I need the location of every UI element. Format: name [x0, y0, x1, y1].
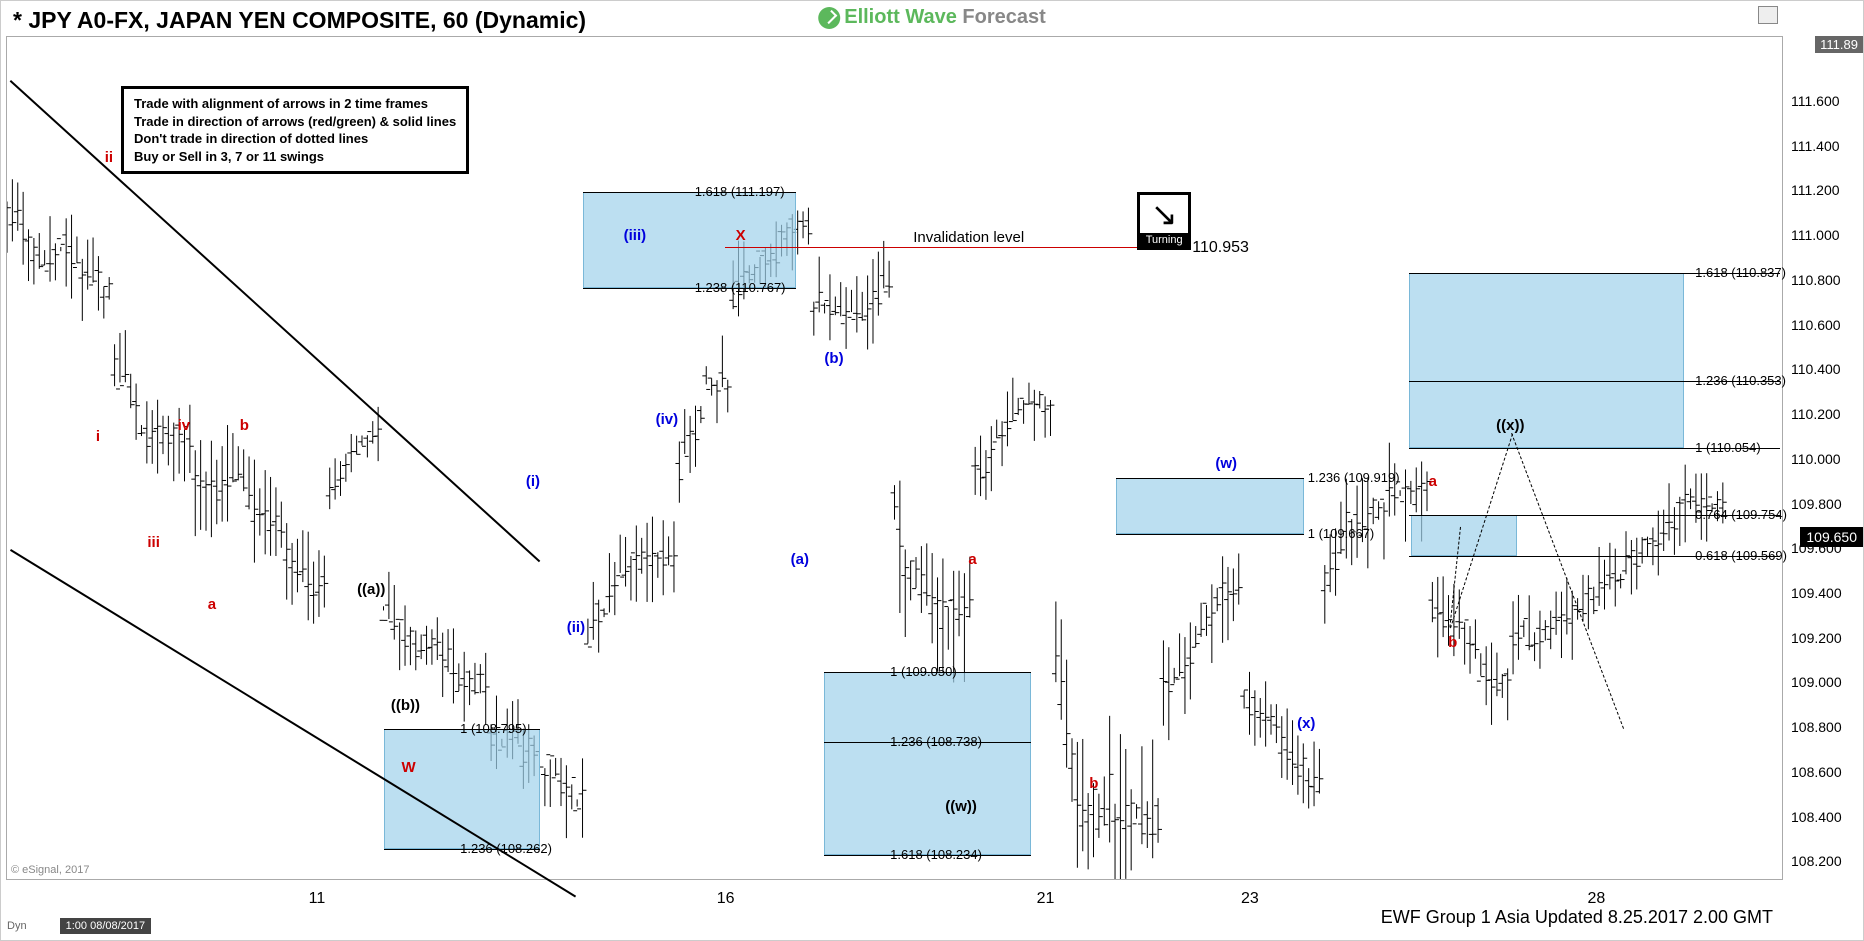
- fib-label: 1.618 (110.837): [1695, 265, 1786, 280]
- y-axis: 111.89 111.600 111.400 111.200 111.000 110.8…: [1783, 36, 1863, 880]
- logo-text-2: Forecast: [962, 6, 1045, 28]
- fib-label: 1.618 (111.197): [695, 184, 785, 199]
- fib-line: [1116, 534, 1304, 535]
- wave-label: ((a)): [357, 581, 385, 598]
- footer-text: EWF Group 1 Asia Updated 8.25.2017 2.00 …: [1381, 907, 1773, 928]
- wave-label: (w): [1215, 455, 1237, 472]
- dyn-label: Dyn: [7, 920, 27, 932]
- y-tick: 109.800: [1785, 496, 1863, 512]
- fib-label: 0.618 (109.569): [1695, 548, 1787, 563]
- y-tick: 109.200: [1785, 630, 1863, 646]
- wave-label: (x): [1297, 715, 1315, 732]
- wave-label: ii: [105, 149, 113, 166]
- wave-label: (i): [526, 473, 540, 490]
- invalidation-line: [725, 247, 1180, 248]
- y-tick: 109.400: [1785, 585, 1863, 601]
- wave-label: b: [240, 417, 249, 434]
- wave-label: a: [968, 551, 976, 568]
- wave-label: a: [208, 596, 216, 613]
- x-tick: 11: [309, 890, 326, 908]
- time-box: 1:00 08/08/2017: [60, 918, 152, 934]
- wave-label: (iii): [624, 227, 647, 244]
- invalidation-label: Invalidation level: [913, 229, 1024, 246]
- x-tick: 28: [1588, 890, 1606, 908]
- y-tick: 110.600: [1785, 317, 1863, 333]
- wave-label: i: [96, 428, 100, 445]
- rule-line: Don't trade in direction of dotted lines: [134, 130, 456, 148]
- y-tick: 111.400: [1785, 138, 1863, 154]
- fib-label: 1.236 (108.738): [890, 734, 982, 749]
- turning-indicator: ↘Turning: [1137, 192, 1191, 250]
- copyright-text: © eSignal, 2017: [11, 864, 89, 876]
- snapshot-icon[interactable]: [1758, 6, 1778, 24]
- wave-label: iii: [147, 534, 160, 551]
- wave-label: iv: [178, 417, 191, 434]
- y-tick: 110.800: [1785, 272, 1863, 288]
- target-zone-box: [1409, 273, 1684, 448]
- x-tick: 16: [717, 890, 735, 908]
- wave-label: b: [1448, 634, 1457, 651]
- y-tick: 109.000: [1785, 674, 1863, 690]
- top-price-label: 111.89: [1815, 36, 1863, 53]
- wave-label: (b): [824, 350, 843, 367]
- wave-label: ((x)): [1496, 417, 1524, 434]
- target-zone-box: [1116, 478, 1304, 534]
- x-tick: 21: [1037, 890, 1055, 908]
- y-tick: 111.200: [1785, 182, 1863, 198]
- fib-label: 1.618 (108.234): [890, 847, 982, 862]
- turning-label: Turning: [1140, 233, 1188, 247]
- fib-label: 1 (109.667): [1308, 526, 1375, 541]
- wave-label: a: [1429, 473, 1437, 490]
- y-tick: 108.400: [1785, 809, 1863, 825]
- fib-label: 1.236 (109.919): [1308, 470, 1400, 485]
- target-zone-box: [384, 729, 540, 848]
- wave-label: (a): [791, 551, 809, 568]
- target-zone-box: [583, 192, 796, 288]
- rule-line: Trade in direction of arrows (red/green)…: [134, 113, 456, 131]
- chart-title: * JPY A0-FX, JAPAN YEN COMPOSITE, 60 (Dy…: [13, 7, 586, 34]
- wave-label: ((w)): [945, 798, 977, 815]
- wave-label: X: [736, 227, 746, 244]
- y-tick: 111.600: [1785, 93, 1863, 109]
- wave-label: (ii): [567, 619, 585, 636]
- target-zone-box: [1411, 515, 1518, 556]
- y-tick: 108.600: [1785, 764, 1863, 780]
- logo-check-icon: [818, 7, 840, 29]
- bottom-status-bar: Dyn 1:00 08/08/2017: [1, 918, 151, 940]
- current-price-tag: 109.650: [1800, 527, 1863, 547]
- chart-container: * JPY A0-FX, JAPAN YEN COMPOSITE, 60 (Dy…: [0, 0, 1864, 941]
- fib-label: 1 (108.795): [460, 721, 527, 736]
- fib-label: 0.764 (109.754): [1695, 507, 1787, 522]
- rule-line: Trade with alignment of arrows in 2 time…: [134, 95, 456, 113]
- turning-arrow-icon: ↘: [1140, 195, 1188, 233]
- rule-line: Buy or Sell in 3, 7 or 11 swings: [134, 148, 456, 166]
- trading-rules-box: Trade with alignment of arrows in 2 time…: [121, 86, 469, 174]
- wave-label: b: [1089, 775, 1098, 792]
- fib-label: 1.236 (110.353): [1695, 373, 1786, 388]
- y-tick: 111.000: [1785, 227, 1863, 243]
- fib-label: 1.238 (110.767): [695, 280, 786, 295]
- logo-text-1: Elliott Wave: [844, 6, 962, 28]
- y-tick: 110.400: [1785, 361, 1863, 377]
- invalidation-value: 110.953: [1192, 239, 1249, 257]
- wave-label: W: [401, 759, 415, 776]
- fib-label: 1 (109.050): [890, 664, 957, 679]
- y-tick: 110.200: [1785, 406, 1863, 422]
- fib-label: 1 (110.054): [1695, 440, 1761, 455]
- y-tick: 108.200: [1785, 853, 1863, 869]
- x-tick: 23: [1241, 890, 1259, 908]
- target-zone-box: [824, 672, 1030, 855]
- brand-logo: Elliott Wave Forecast: [818, 6, 1046, 29]
- wave-label: (iv): [656, 411, 679, 428]
- y-tick: 110.000: [1785, 451, 1863, 467]
- wave-label: ((b)): [391, 697, 420, 714]
- fib-line: [1116, 478, 1304, 479]
- y-tick: 108.800: [1785, 719, 1863, 735]
